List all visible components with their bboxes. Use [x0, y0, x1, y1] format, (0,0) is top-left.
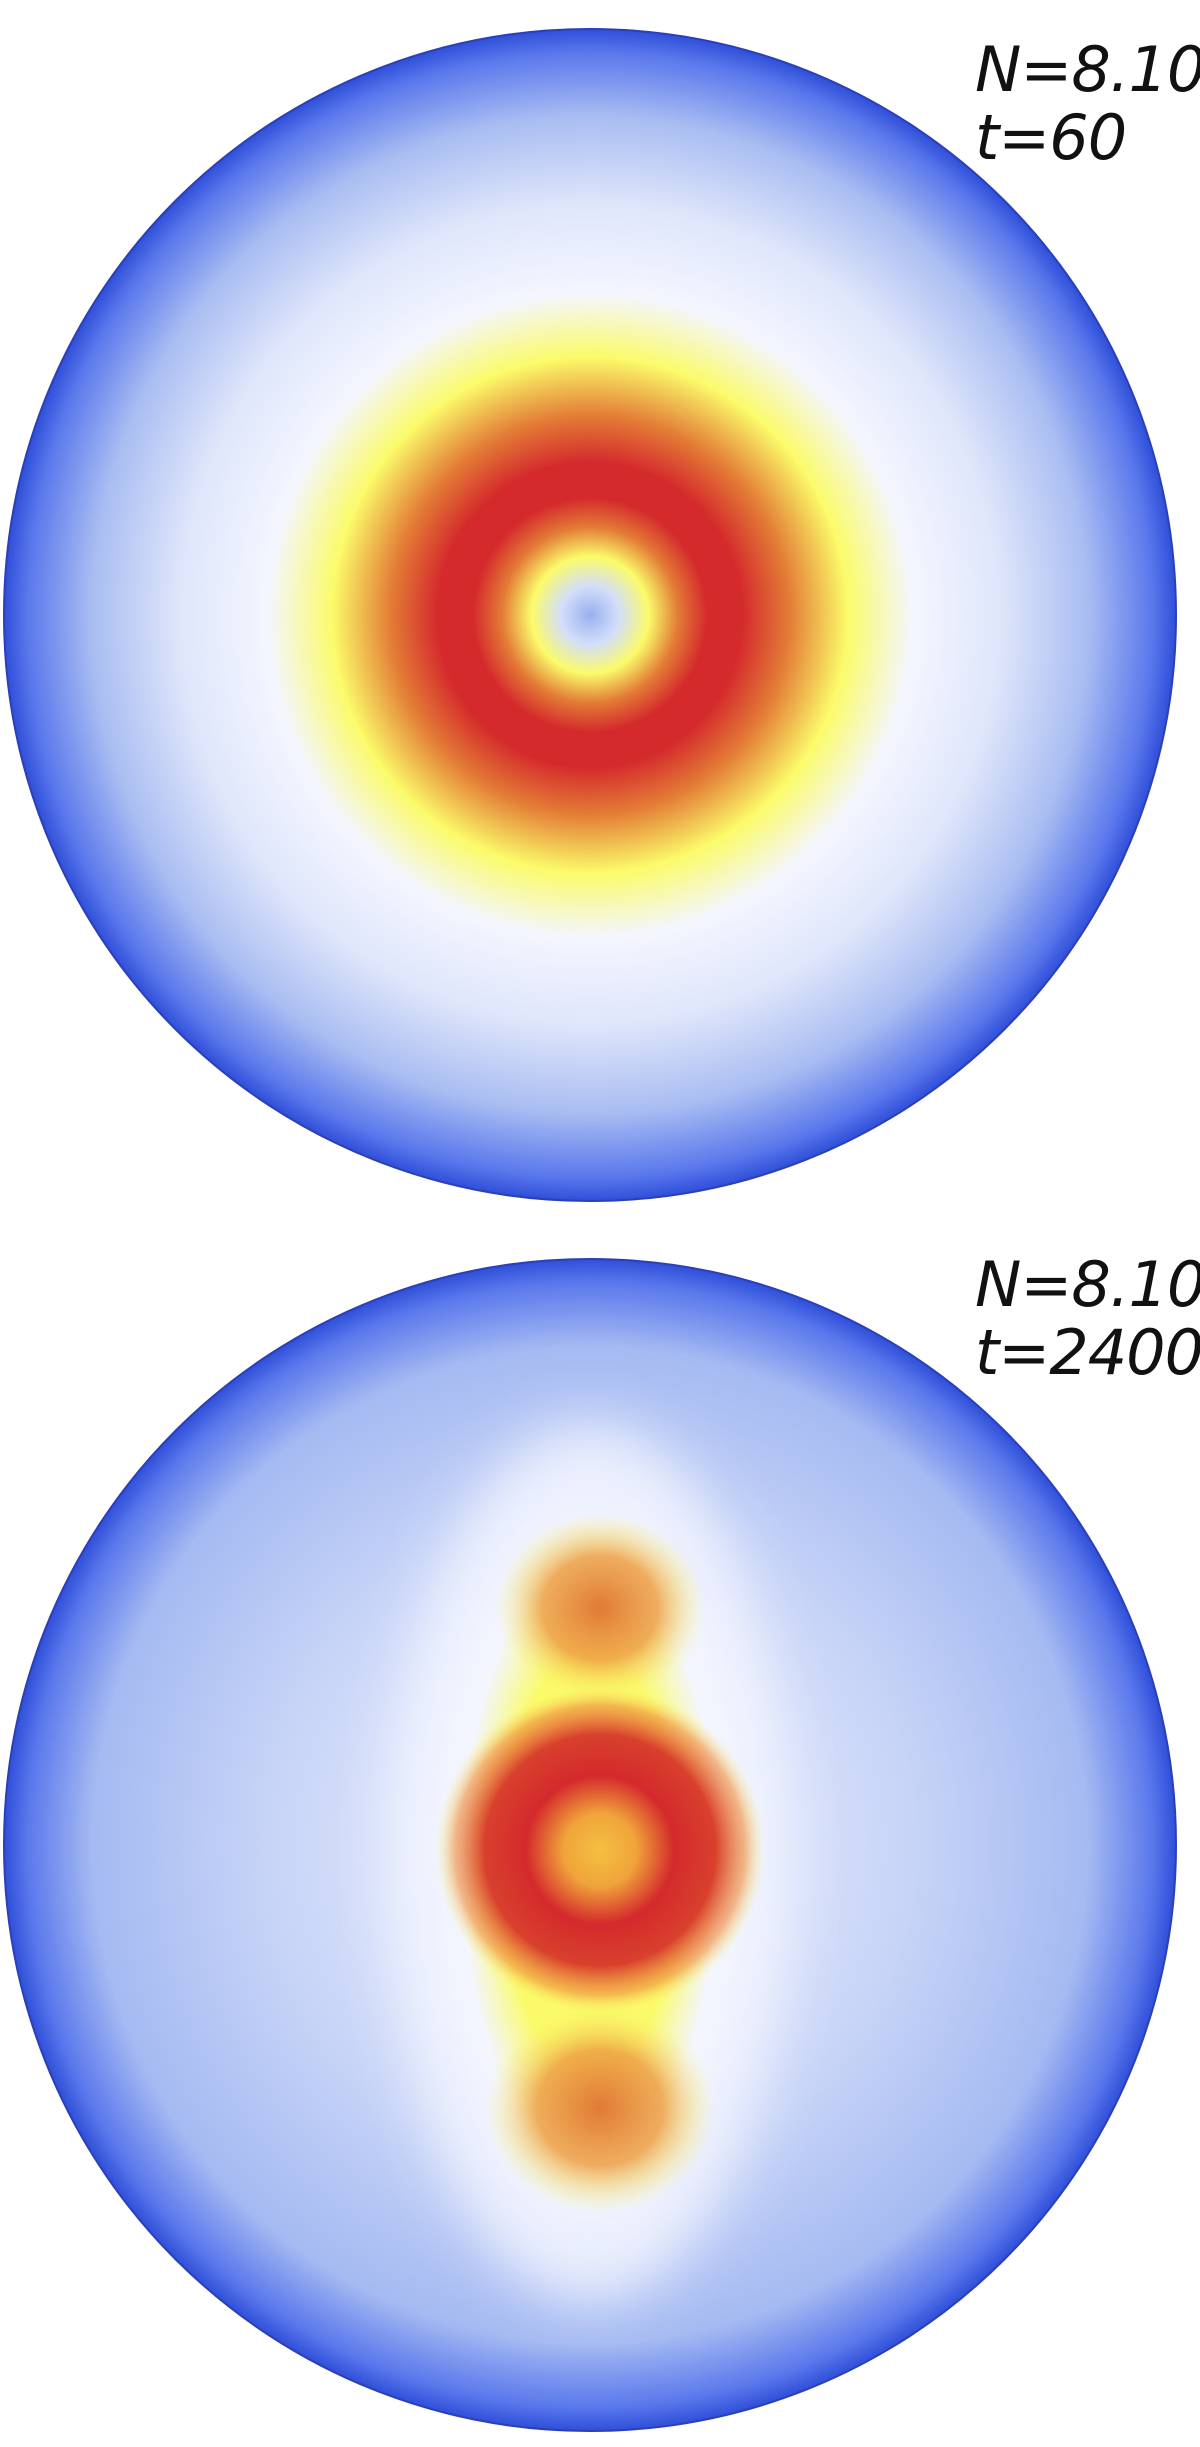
label-top: N=8.105 t=60 — [975, 20, 1200, 172]
disk-top — [3, 28, 1177, 1202]
density-disk-bottom — [3, 1258, 1177, 2432]
central-ring — [435, 1685, 765, 2015]
density-disk-top — [3, 28, 1177, 1202]
upper-blob — [495, 1513, 705, 1703]
density-panel-top: N=8.105 t=60 — [0, 0, 1200, 1223]
n-label-bottom: N=8.105 — [975, 1248, 1200, 1321]
density-panel-bottom: N=8.105 t=2400 — [0, 1223, 1200, 2446]
disk-bottom-content — [4, 1259, 1176, 2431]
disk-bottom-rim — [3, 1258, 1177, 2432]
n-label-top: N=8.105 — [975, 33, 1200, 106]
label-bottom: N=8.105 t=2400 — [975, 1235, 1200, 1387]
t-label-top: t=60 — [975, 101, 1127, 174]
t-label-bottom: t=2400 — [975, 1316, 1200, 1389]
lower-blob — [485, 2003, 715, 2213]
